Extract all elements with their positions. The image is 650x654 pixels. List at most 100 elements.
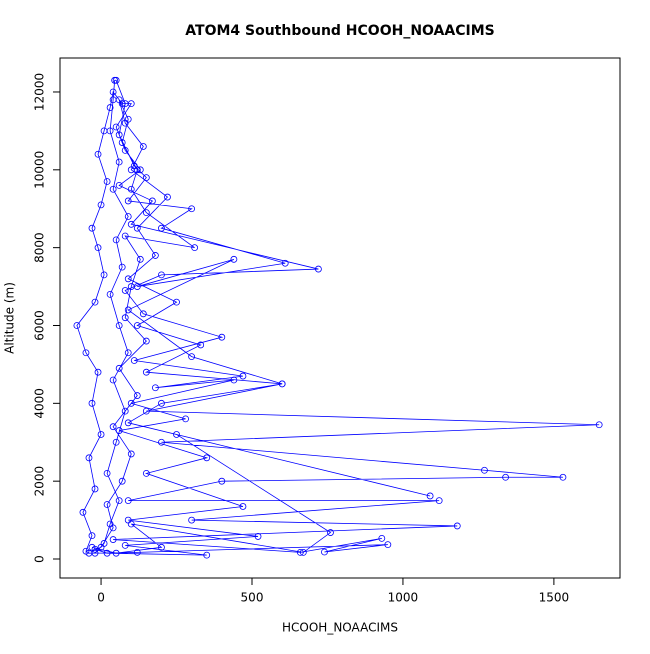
data-point	[130, 357, 138, 364]
data-point	[136, 255, 144, 263]
data-point	[142, 368, 150, 376]
data-point	[127, 185, 135, 193]
data-point	[384, 541, 392, 549]
data-point	[239, 503, 247, 510]
data-point	[127, 220, 135, 228]
data-point	[121, 232, 129, 240]
data-point	[218, 333, 226, 341]
data-point	[127, 100, 135, 108]
data-point	[127, 166, 135, 174]
data-point	[173, 298, 180, 306]
data-point	[103, 178, 111, 185]
data-point	[182, 415, 189, 423]
y-tick-label: 2000	[33, 466, 47, 497]
data-point	[173, 431, 180, 438]
data-point	[315, 265, 322, 273]
data-point	[112, 438, 120, 446]
data-point	[164, 193, 171, 201]
data-point	[100, 271, 108, 279]
data-point	[239, 372, 247, 380]
data-point	[188, 353, 196, 361]
data-point	[82, 349, 90, 357]
y-axis-label: Altitude (m)	[3, 282, 17, 354]
data-point	[133, 392, 141, 399]
data-point	[115, 158, 123, 166]
data-point	[103, 501, 111, 508]
data-point	[559, 473, 567, 481]
data-point	[203, 551, 211, 559]
data-point	[278, 380, 286, 388]
data-point	[115, 181, 123, 189]
data-point	[115, 427, 123, 434]
data-point	[127, 283, 135, 290]
data-point	[79, 508, 87, 516]
data-point	[151, 384, 159, 392]
data-point	[91, 298, 99, 306]
data-point	[281, 259, 289, 267]
data-point	[148, 197, 156, 205]
data-point	[121, 541, 129, 549]
data-point	[254, 533, 262, 540]
data-point	[142, 337, 150, 345]
data-point	[115, 497, 123, 505]
data-point	[121, 407, 129, 415]
data-point	[97, 201, 105, 209]
data-point	[112, 549, 120, 557]
data-point	[124, 213, 132, 220]
data-point	[112, 76, 120, 84]
x-tick-label: 0	[97, 591, 105, 605]
data-point	[321, 548, 328, 556]
data-point	[299, 548, 307, 556]
data-point	[124, 197, 132, 205]
data-point	[136, 166, 144, 174]
data-point	[88, 224, 96, 232]
data-point	[158, 438, 165, 446]
data-point	[115, 131, 123, 139]
data-point	[124, 497, 132, 505]
data-point	[103, 549, 111, 557]
data-point	[203, 454, 211, 462]
data-point	[109, 88, 117, 96]
data-point	[109, 536, 117, 543]
y-tick-label: 6000	[33, 310, 47, 341]
data-point	[85, 454, 93, 462]
y-tick-label: 10000	[33, 151, 47, 189]
data-point	[296, 548, 304, 556]
data-point	[435, 497, 443, 505]
data-point	[133, 224, 141, 232]
data-point	[82, 547, 90, 555]
data-point	[127, 450, 135, 458]
data-point	[109, 524, 117, 532]
data-line	[76, 79, 600, 556]
data-point	[94, 244, 102, 252]
data-point	[191, 244, 199, 252]
data-point	[118, 263, 126, 271]
data-point	[378, 534, 386, 542]
data-point	[97, 543, 105, 551]
data-point	[188, 516, 196, 524]
data-point	[127, 520, 135, 528]
data-point	[158, 543, 165, 551]
data-point	[121, 146, 129, 154]
data-point	[106, 104, 114, 111]
data-point	[158, 271, 165, 279]
data-point	[103, 469, 111, 477]
data-point	[139, 143, 147, 150]
data-point	[73, 322, 81, 329]
data-point	[158, 224, 165, 232]
data-point	[124, 419, 132, 427]
data-point	[453, 522, 461, 530]
data-point	[94, 150, 102, 158]
x-tick-label: 1000	[388, 591, 419, 605]
data-point	[121, 314, 129, 322]
data-point	[91, 485, 99, 493]
data-point	[121, 287, 129, 294]
data-point	[112, 123, 120, 131]
data-point	[124, 349, 132, 357]
data-point	[112, 236, 120, 244]
data-point	[88, 532, 96, 540]
data-point	[142, 407, 150, 415]
data-point	[97, 431, 105, 438]
data-point	[139, 310, 147, 318]
data-point	[197, 341, 205, 349]
